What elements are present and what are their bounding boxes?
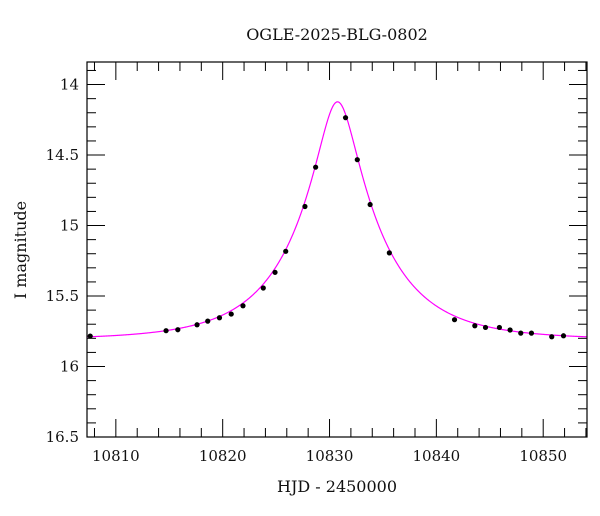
y-tick-label: 14: [60, 76, 79, 94]
x-axis-label: HJD - 2450000: [277, 477, 397, 496]
data-point: [260, 285, 266, 291]
axis-ticks: [87, 62, 587, 438]
plot-frame: [86, 61, 588, 438]
tick-labels: 10810 10820 10830 10840 10850 14 14.5 15 15.5 16 1…: [46, 76, 567, 465]
data-point: [240, 303, 246, 309]
y-tick-label: 16: [60, 358, 79, 376]
x-tick-label: 10840: [412, 447, 460, 465]
x-tick-label: 10810: [92, 447, 140, 465]
data-point: [194, 322, 200, 328]
data-point: [386, 250, 392, 256]
data-point: [482, 324, 489, 331]
data-point: [354, 157, 360, 163]
data-point: [313, 164, 319, 170]
data-point: [216, 315, 223, 321]
x-tick-label: 10830: [306, 447, 354, 465]
chart-title: OGLE-2025-BLG-0802: [246, 25, 428, 44]
data-point: [163, 328, 169, 334]
x-tick-label: 10850: [519, 447, 567, 465]
model-curve: [86, 101, 588, 338]
data-point: [549, 334, 555, 340]
data-point: [342, 115, 349, 121]
data-point: [228, 311, 234, 317]
data-point: [87, 333, 93, 339]
plot-area: [86, 101, 588, 340]
y-tick-label: 15: [60, 217, 79, 235]
data-point: [507, 327, 513, 333]
data-point: [205, 318, 211, 324]
data-point: [175, 327, 181, 333]
y-axis-label: I magnitude: [11, 201, 30, 299]
data-point: [472, 323, 478, 329]
data-point: [518, 330, 524, 336]
y-tick-label: 14.5: [46, 146, 79, 164]
data-point: [560, 333, 567, 339]
data-point: [283, 248, 289, 254]
y-tick-label: 15.5: [46, 287, 79, 305]
data-point: [302, 203, 308, 210]
x-tick-label: 10820: [199, 447, 247, 465]
data-point: [367, 201, 373, 208]
data-point: [451, 317, 458, 323]
data-point: [496, 324, 502, 331]
data-point: [528, 330, 535, 336]
y-tick-label: 16.5: [46, 428, 79, 446]
data-point: [272, 269, 278, 275]
